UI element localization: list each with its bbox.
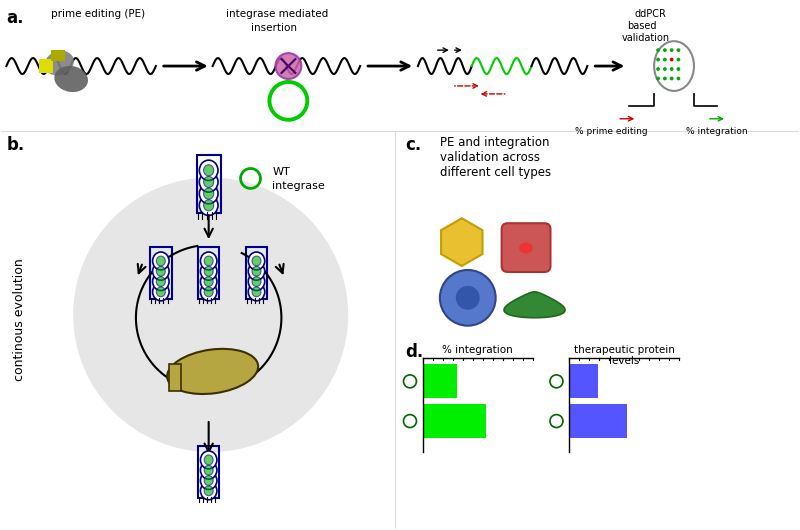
Text: b.: b. [6,136,25,154]
Ellipse shape [248,272,265,290]
Text: integrase mediated: integrase mediated [226,10,328,20]
Ellipse shape [203,176,214,188]
Circle shape [677,58,680,61]
Text: WT: WT [273,167,290,178]
Ellipse shape [203,200,214,211]
Ellipse shape [199,183,218,204]
Circle shape [440,270,496,325]
Ellipse shape [199,160,218,180]
Circle shape [656,48,660,52]
Ellipse shape [204,486,213,496]
Text: insertion: insertion [250,23,297,33]
Ellipse shape [204,475,213,485]
Text: % integration: % integration [442,344,513,355]
Ellipse shape [203,188,214,199]
Ellipse shape [201,472,217,490]
Circle shape [656,77,660,81]
Ellipse shape [199,172,218,192]
FancyBboxPatch shape [502,223,550,272]
Text: a.: a. [6,10,24,28]
Ellipse shape [201,283,217,301]
Ellipse shape [45,51,74,75]
Circle shape [677,67,680,71]
Ellipse shape [201,482,217,500]
Text: % prime editing: % prime editing [575,127,647,136]
Text: based: based [627,21,657,31]
Text: ddPCR: ddPCR [634,10,666,20]
Ellipse shape [654,41,694,91]
Text: integrase: integrase [273,181,325,191]
Circle shape [670,77,674,81]
Text: PE and integration
validation across
different cell types: PE and integration validation across dif… [440,136,551,179]
Text: % integration: % integration [686,127,748,136]
Ellipse shape [252,267,261,276]
Circle shape [656,67,660,71]
Text: c.: c. [405,136,422,154]
Ellipse shape [519,243,533,253]
Text: d.: d. [405,342,423,360]
Bar [51,50,65,61]
Bar [570,365,598,398]
Ellipse shape [252,277,261,287]
Ellipse shape [156,287,166,297]
Ellipse shape [201,262,217,280]
Ellipse shape [199,195,218,216]
Circle shape [275,53,302,79]
Ellipse shape [153,262,169,280]
Ellipse shape [201,252,217,270]
Ellipse shape [203,165,214,176]
Ellipse shape [167,349,258,394]
Circle shape [677,48,680,52]
Circle shape [670,58,674,61]
Circle shape [456,286,480,310]
Bar [423,365,457,398]
Ellipse shape [252,256,261,266]
Polygon shape [441,218,482,266]
Ellipse shape [204,287,213,297]
Circle shape [656,58,660,61]
Polygon shape [504,292,565,317]
Ellipse shape [248,283,265,301]
Bar [570,404,627,438]
Ellipse shape [204,465,213,475]
Ellipse shape [204,277,213,287]
Ellipse shape [201,461,217,479]
Circle shape [73,178,348,452]
Ellipse shape [252,287,261,297]
Ellipse shape [153,283,169,301]
Ellipse shape [156,277,166,287]
Circle shape [670,67,674,71]
Text: continous evolution: continous evolution [13,258,26,381]
Text: prime editing (PE): prime editing (PE) [51,10,146,20]
Text: therapeutic protein
levels: therapeutic protein levels [574,344,674,366]
Ellipse shape [204,256,213,266]
Text: validation: validation [622,33,670,43]
Ellipse shape [156,256,166,266]
Ellipse shape [248,252,265,270]
Ellipse shape [248,262,265,280]
Ellipse shape [54,66,88,92]
Ellipse shape [204,455,213,465]
Circle shape [663,77,666,81]
Bar [423,404,486,438]
Ellipse shape [204,267,213,276]
Circle shape [663,48,666,52]
Bar [39,59,54,73]
Circle shape [677,77,680,81]
Circle shape [663,67,666,71]
Ellipse shape [156,267,166,276]
Ellipse shape [153,272,169,290]
Circle shape [663,58,666,61]
Ellipse shape [201,272,217,290]
Polygon shape [169,365,181,391]
Circle shape [670,48,674,52]
Ellipse shape [201,451,217,469]
Ellipse shape [153,252,169,270]
